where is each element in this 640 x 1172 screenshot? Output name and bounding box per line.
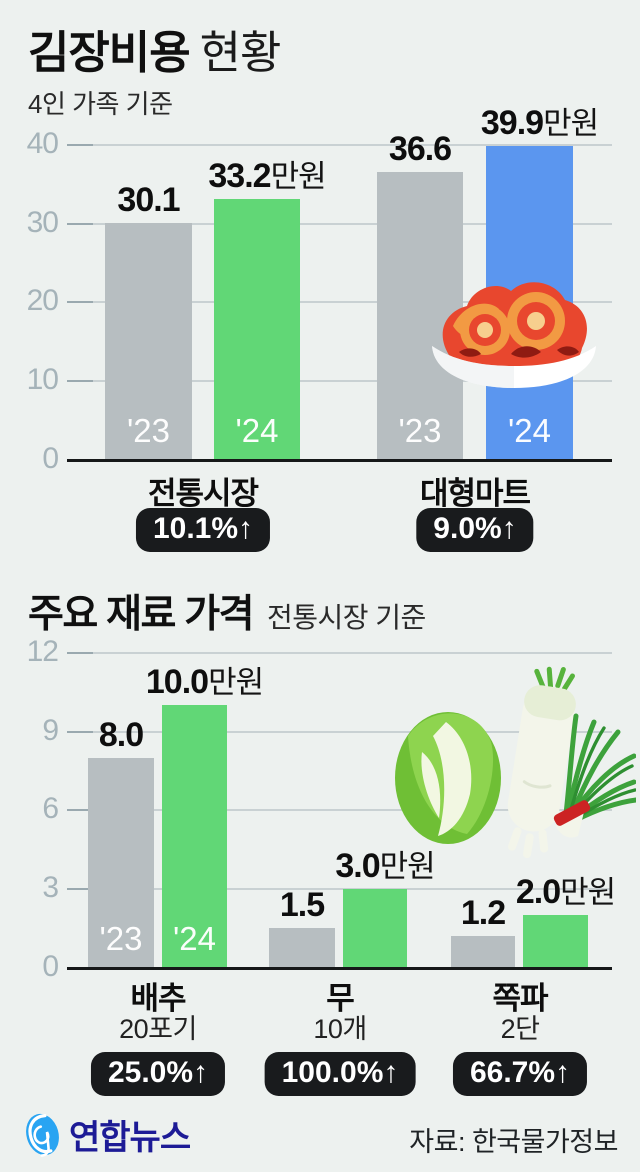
change-badge-무: 100.0%↑: [264, 1052, 416, 1096]
bar-year-label: '23: [126, 411, 171, 449]
tick-y30: [67, 222, 93, 225]
category-unit-label: 10개: [313, 1014, 367, 1044]
bar-value-unit: 만원: [560, 875, 616, 911]
page-title-light: 현황: [199, 27, 282, 78]
page-title: 김장비용 현황: [28, 16, 282, 81]
bar-24-배추: [162, 705, 227, 968]
bar-24-쪽파: [523, 915, 588, 968]
bar-value-unit: 만원: [543, 105, 599, 141]
bar-year-label: '24: [507, 411, 552, 449]
gridline-y12: [67, 651, 612, 654]
y-axis-label-30: 30: [26, 205, 59, 239]
bar-value-unit: 만원: [379, 849, 436, 885]
bar-value-label: 10.0만원: [145, 663, 264, 708]
y-axis-label-12: 12: [26, 634, 59, 668]
bar-value-label: 33.2만원: [208, 156, 327, 202]
bar-23-무: [269, 928, 335, 968]
bar-value-number: 33.2: [208, 156, 271, 195]
tick-y10: [67, 379, 93, 382]
bar-value-number: 10.0: [145, 663, 209, 702]
category-label-쪽파: 쪽파: [492, 981, 548, 1016]
category-unit-label: 20포기: [119, 1014, 197, 1044]
gridline-y30: [67, 222, 612, 225]
bar-value-label: 2.0만원: [515, 873, 616, 918]
section2-title: 주요 재료 가격 전통시장 기준: [28, 583, 426, 639]
category-label-대형마트: 대형마트: [419, 476, 531, 511]
bar-24-전통시장: [214, 198, 300, 460]
bar-23-배추: [88, 757, 154, 968]
y-axis-label-10: 10: [26, 362, 59, 396]
bar-value-number: 2.0: [515, 873, 561, 912]
category-label-배추: 배추: [130, 981, 186, 1016]
bar-value-label: 30.1: [117, 180, 180, 226]
bar-value-number: 39.9: [480, 103, 544, 142]
x-axis-line: [67, 458, 612, 462]
gridline-y3: [67, 888, 612, 891]
gridline-y20: [67, 301, 612, 304]
category-unit-label: 2단: [500, 1014, 540, 1044]
bar-24-무: [343, 889, 407, 968]
y-axis-label-0: 0: [42, 441, 59, 475]
tick-y40: [67, 144, 93, 147]
bar-year-label: '24: [235, 411, 279, 449]
y-axis-label-40: 40: [26, 127, 59, 161]
category-label-전통시장: 전통시장: [147, 476, 259, 511]
bar-year-label: '23: [99, 919, 143, 957]
bar-value-label: 36.6: [388, 129, 452, 175]
gridline-y6: [67, 809, 612, 812]
yonhap-logo: 연합뉴스: [24, 1110, 191, 1159]
x-axis-line: [67, 966, 612, 970]
y-axis-label-20: 20: [26, 284, 59, 318]
vegetables-illustration: [395, 666, 636, 859]
gridline-y10: [67, 379, 612, 382]
bar-value-number: 1.5: [279, 886, 325, 925]
bar-value-label: 1.5: [279, 886, 325, 931]
bar-23-대형마트: [377, 171, 463, 460]
change-badge-쪽파: 66.7%↑: [452, 1052, 588, 1096]
y-axis-label-3: 3: [42, 871, 59, 905]
bar-23-전통시장: [105, 222, 192, 460]
bar-value-number: 3.0: [335, 847, 380, 886]
y-axis-label-9: 9: [42, 713, 59, 747]
tick-y20: [67, 301, 93, 304]
kimchi-bowl-illustration: [432, 282, 596, 388]
tick-y3: [67, 888, 93, 891]
change-badge-대형마트: 9.0%↑: [416, 508, 534, 552]
yonhap-logo-text: 연합뉴스: [69, 1119, 191, 1157]
page-title-strong: 김장비용: [28, 27, 191, 78]
source-credit: 자료: 한국물가정보: [409, 1127, 618, 1157]
bar-year-label: '23: [398, 411, 442, 449]
y-axis-label-6: 6: [42, 792, 59, 826]
bar-value-number: 36.6: [388, 129, 452, 168]
tick-y9: [67, 730, 93, 733]
change-badge-전통시장: 10.1%↑: [135, 508, 271, 552]
bar-23-쪽파: [451, 936, 515, 968]
yonhap-logo-icon: [26, 1113, 59, 1157]
section2-title-note: 전통시장 기준: [266, 602, 426, 633]
bar-value-number: 1.2: [460, 894, 506, 933]
bar-value-unit: 만원: [208, 665, 264, 701]
gridline-y9: [67, 730, 612, 733]
tick-y6: [67, 809, 93, 812]
change-badge-배추: 25.0%↑: [90, 1052, 226, 1096]
tick-y12: [67, 651, 93, 654]
gridline-y40: [67, 144, 612, 147]
bar-value-number: 8.0: [98, 715, 144, 754]
bar-value-label: 3.0만원: [335, 847, 436, 892]
bar-value-label: 39.9만원: [480, 103, 599, 149]
section2-title-strong: 주요 재료 가격: [28, 593, 254, 636]
bar-value-unit: 만원: [270, 158, 327, 194]
bar-year-label: '24: [172, 919, 217, 957]
bar-value-number: 30.1: [117, 180, 180, 219]
bar-value-label: 1.2: [460, 894, 506, 939]
y-axis-label-0: 0: [42, 949, 59, 983]
category-label-무: 무: [326, 981, 355, 1016]
page-subtitle: 4인 가족 기준: [28, 89, 173, 119]
bar-value-label: 8.0: [98, 715, 144, 761]
